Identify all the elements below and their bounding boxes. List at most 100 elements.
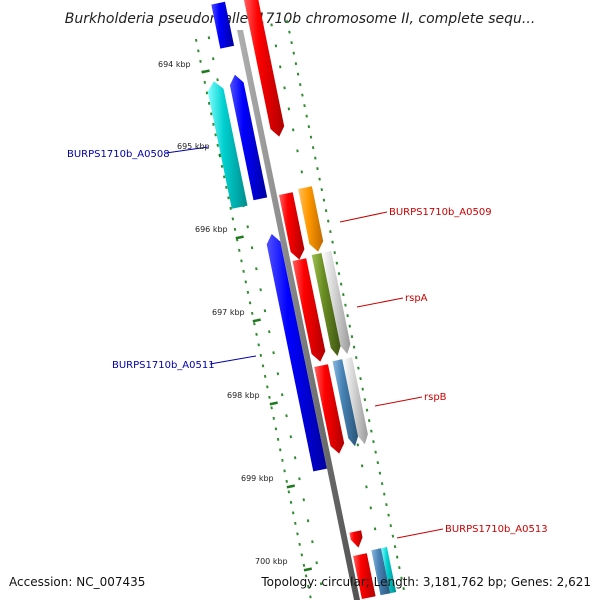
guide-dot [272,351,275,355]
leader-rspa [356,297,404,308]
tick-label-700: 700 kbp [255,557,288,566]
guide-dot [225,185,228,189]
guide-dot [331,240,334,244]
guide-dot [400,576,403,580]
guide-dot [285,479,288,483]
guide-dot [350,335,354,339]
guide-dot [257,343,260,347]
guide-dot [274,44,278,48]
guide-dot [268,330,271,334]
gene-rspa-gray[interactable] [321,251,351,354]
guide-dot [229,206,232,210]
guide-dot [367,419,371,423]
gene-label-a0508[interactable]: BURPS1710b_A0508 [67,149,170,160]
guide-dot [307,125,311,129]
accession-text: Accession: NC_007435 [9,575,145,589]
gene-rspa-olive[interactable] [311,253,341,356]
guide-dot [309,595,312,599]
gene-label-rspb[interactable]: rspB [424,392,447,403]
guide-dot [355,356,358,360]
gene-rspb-steel[interactable] [332,359,359,447]
guide-dot [307,584,310,588]
guide-dot [320,188,324,192]
guide-dot [222,175,226,179]
guide-dot [329,230,332,234]
topology-text: Topology: circular; Length: 3,181,762 bp… [260,575,591,589]
guide-dot [216,143,219,147]
guide-dot [274,427,278,431]
map-title: Burkholderia pseudomallei 1710b chromoso… [65,11,536,27]
guide-dot [278,65,282,69]
gene-a0508-cyan[interactable] [207,81,248,209]
guide-dot [207,36,211,40]
guide-dot [360,464,364,468]
gene-rspa-red[interactable] [292,258,326,362]
gene-a0507-blue[interactable] [211,1,235,49]
guide-dot [359,377,362,381]
guide-dot [298,83,302,87]
guide-dot [402,587,405,591]
guide-dot [285,414,288,418]
guide-dot [365,485,368,489]
guide-dot [212,122,215,126]
leader-a0509 [339,211,388,223]
leader-a0508 [165,146,209,154]
guide-dot [378,471,382,475]
guide-dot [385,503,388,507]
guide-dot [389,524,392,528]
guide-dot [246,290,250,294]
guide-dot [346,314,349,318]
gene-rspb-red[interactable] [314,364,345,454]
guide-dot [194,38,198,42]
guide-dot [300,553,304,557]
guide-dot [287,490,291,494]
gene-a0511-blue[interactable] [266,234,327,472]
chromosome-backbone [237,30,360,600]
guide-dot [373,527,377,531]
guide-dot [291,128,295,132]
gene-label-rspa[interactable]: rspA [405,293,428,304]
gene-a0509-red[interactable] [279,192,305,260]
guide-dot [289,500,293,504]
guide-dot [289,435,293,439]
gene-label-a0509[interactable]: BURPS1710b_A0509 [389,207,492,218]
gene-a0508-blue[interactable] [229,74,268,201]
gene-label-a0513[interactable]: BURPS1710b_A0513 [445,524,548,535]
guide-dot [214,133,217,137]
guide-dot [370,429,373,433]
guide-dot [337,272,341,276]
guide-dot [288,30,291,34]
gene-a0513-cyan[interactable] [381,547,397,594]
guide-dot [290,41,293,45]
gene-features [207,0,397,599]
guide-dot [298,542,301,546]
guide-dot [314,156,317,160]
gene-a0507-red[interactable] [244,0,285,137]
gene-a0513-red-small[interactable] [349,530,363,548]
gene-rspb-gray[interactable] [342,357,368,445]
guide-dot [276,372,280,376]
guide-dot [238,248,241,252]
gene-label-a0511[interactable]: BURPS1710b_A0511 [112,360,215,371]
guide-dot [300,170,304,174]
guide-dot [250,246,254,250]
guide-dot [306,519,310,523]
guide-dot [250,311,254,315]
guide-dot [303,104,306,108]
tick-label-697: 697 kbp [212,308,245,317]
gene-a0513-red[interactable] [353,553,376,599]
guide-dot [255,332,258,336]
guide-dot [311,540,314,544]
guide-dot [231,217,235,221]
guide-dot [356,443,360,447]
guide-dot [374,450,377,454]
guide-dot [278,448,282,452]
gene-a0509-orange[interactable] [298,186,324,252]
tick-label-698: 698 kbp [227,391,260,400]
guide-dot [302,563,306,567]
guide-dot [395,555,399,559]
guide-dot [220,164,224,168]
guide-dot [197,49,200,53]
gene-a0513-steel[interactable] [371,548,391,596]
